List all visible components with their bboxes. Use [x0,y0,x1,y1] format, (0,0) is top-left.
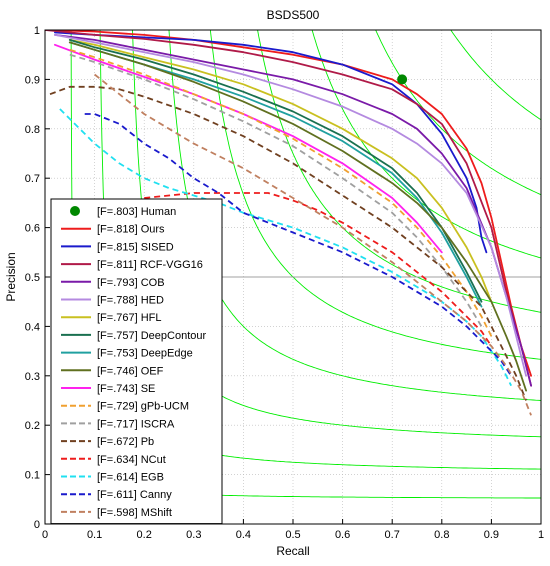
y-tick-label: 0 [34,519,40,531]
legend-label: [F=.672] Pb [97,436,154,448]
y-tick-label: 0.6 [25,223,40,235]
iso-f-curve [375,30,541,196]
y-tick-label: 0.4 [25,321,40,333]
series-line [68,39,483,303]
x-tick-label: 1 [538,529,544,541]
x-tick-label: 0.3 [186,529,201,541]
y-tick-label: 0.8 [25,124,40,136]
series-line [54,43,443,254]
legend-label: [F=.767] HFL [97,312,162,324]
series-line [49,85,527,401]
y-axis-label: Precision [4,252,18,301]
series-layer [45,30,532,416]
x-tick-label: 0.2 [137,529,152,541]
y-tick-label: 0.9 [25,74,40,86]
x-tick-label: 0 [42,529,48,541]
legend-label: [F=.634] NCut [97,454,166,466]
series-line [68,41,527,392]
series-line [69,48,493,337]
legend-label: [F=.614] EGB [97,472,164,484]
x-tick-label: 0.6 [335,529,350,541]
legend-marker [70,206,80,216]
series-line [45,30,532,387]
series-line [144,192,493,347]
legend-label: [F=.788] HED [97,295,164,307]
legend-label: [F=.746] OEF [97,365,164,377]
legend-label: [F=.743] SE [97,383,155,395]
legend-label: [F=.793] COB [97,277,165,289]
y-tick-label: 0.3 [25,371,40,383]
y-tick-label: 0.5 [25,272,40,284]
series-line [54,31,488,254]
x-tick-label: 0.4 [236,529,251,541]
x-axis-label: Recall [276,544,309,558]
iso-f-curve [209,30,541,360]
legend-label: [F=.811] RCF-VGG16 [97,259,203,271]
human-point-layer [397,74,408,85]
legend-label: [F=.818] Ours [97,224,165,236]
iso-f-curve [168,30,541,401]
legend-label: [F=.598] MShift [97,507,172,519]
x-tick-label: 0.5 [285,529,300,541]
legend-label: [F=.757] DeepContour [97,330,206,342]
legend-label: [F=.729] gPb-UCM [97,401,189,413]
axis-ticks: 0 0.1 0.2 0.3 0.4 0.5 0.6 0.7 0.8 0.9 1 0 0.1 0.2 0.3 0… [25,25,544,541]
series-line [84,113,512,377]
series-line [69,53,483,327]
human-point [397,74,408,85]
y-tick-label: 1 [34,25,40,37]
x-tick-label: 0.9 [484,529,499,541]
series-line [59,108,513,387]
legend-label: [F=.803] Human [97,206,176,218]
y-tick-label: 0.2 [25,420,40,432]
x-tick-label: 0.7 [385,529,400,541]
x-tick-label: 0.8 [434,529,449,541]
legend-label: [F=.753] DeepEdge [97,348,193,360]
legend-label: [F=.815] SISED [97,241,174,253]
y-tick-label: 0.7 [25,173,40,185]
legend-label: [F=.611] Canny [97,489,172,501]
iso-f-curve [450,30,541,121]
series-line [68,39,493,303]
y-tick-label: 0.1 [25,470,40,482]
chart-title: BSDS500 [267,8,320,22]
legend: [F=.803] Human [F=.818] Ours [F=.815] SISE… [50,198,223,525]
legend-label: [F=.717] ISCRA [97,418,175,430]
iso-f-curve [257,30,541,313]
legend-box [50,198,223,525]
series-line [54,34,527,377]
series-line [94,73,532,416]
x-tick-label: 0.1 [87,529,102,541]
